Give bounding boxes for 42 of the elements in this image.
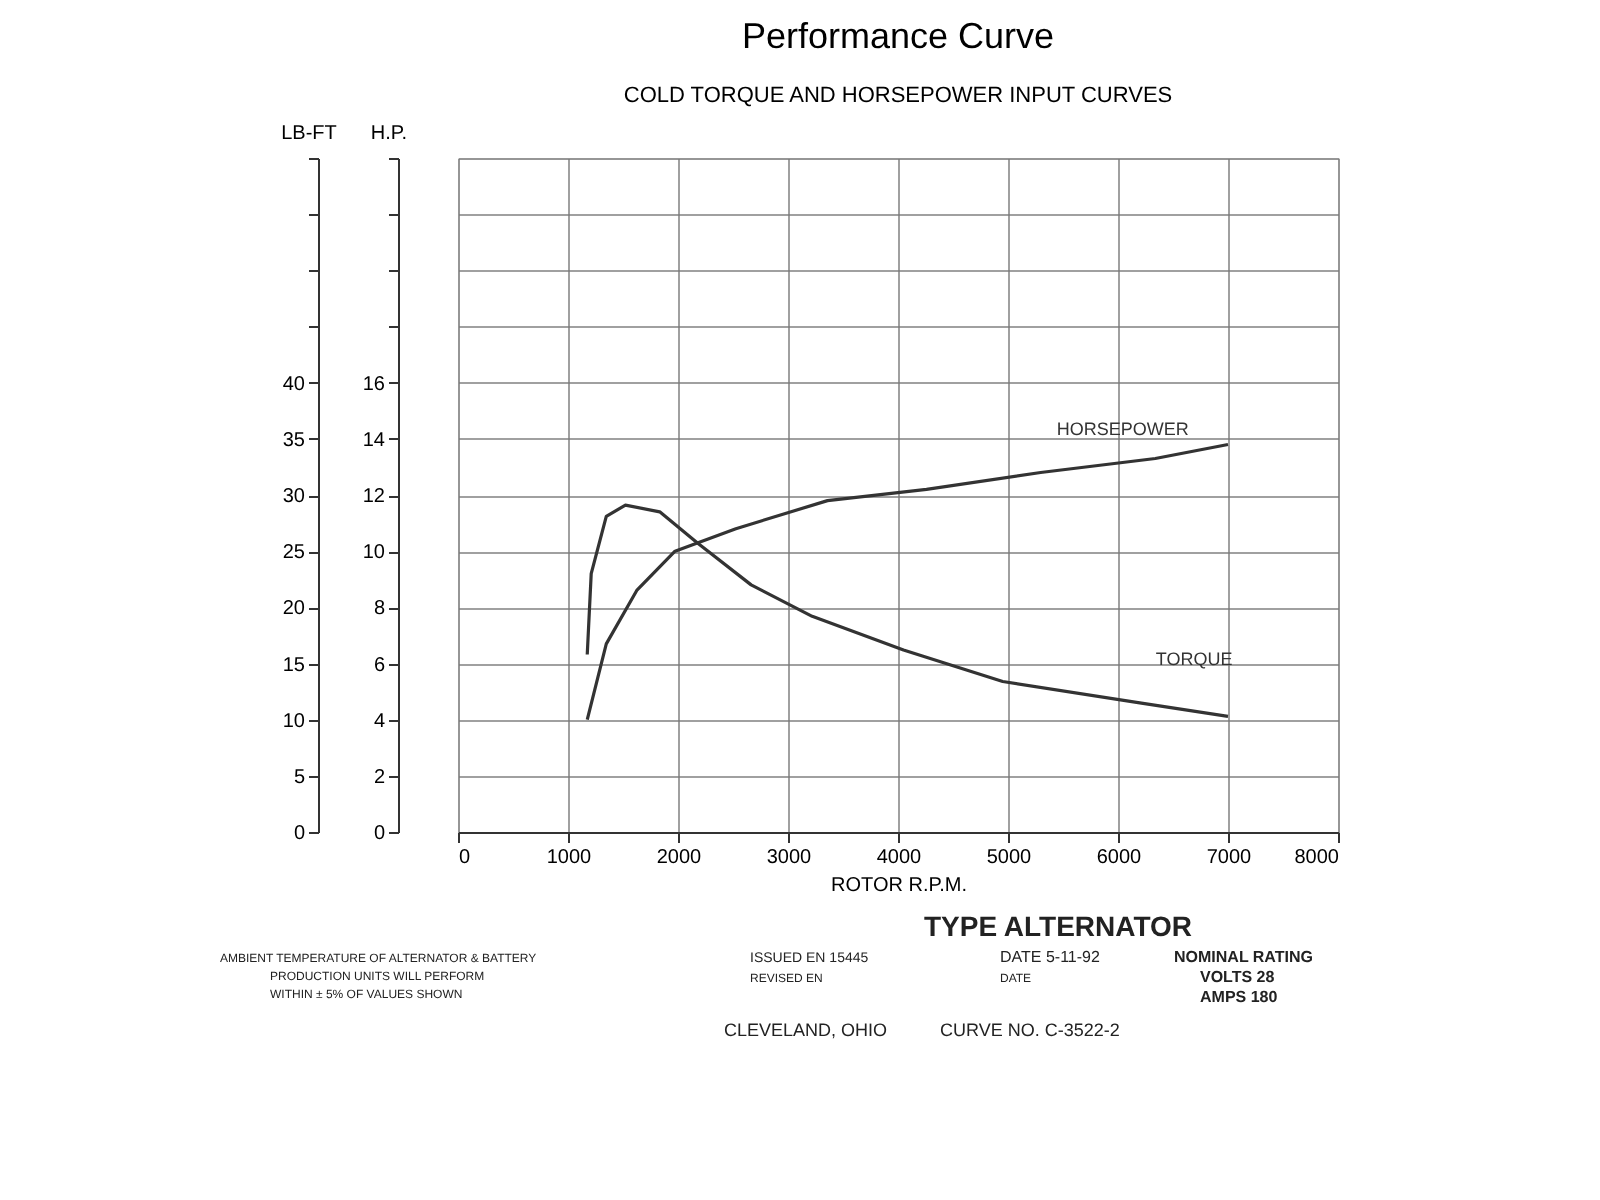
x-tick-label: 6000: [1096, 847, 1143, 869]
y-axis-title: LB-FT: [281, 123, 337, 145]
text: VOLTS 28: [1200, 968, 1276, 986]
y-tick-label: 10: [282, 710, 306, 733]
x-tick-label: 3000: [766, 847, 813, 869]
y-tick-label: 20: [282, 598, 306, 621]
y2-tick-label: 12: [362, 486, 386, 508]
y-tick-label: 35: [282, 429, 306, 452]
x-tick-label: 8000: [1294, 847, 1340, 869]
text: CLEVELAND, OHIO: [724, 1020, 888, 1040]
y2-tick-label: 10: [362, 542, 386, 565]
chart-subtitle: COLD TORQUE AND HORSEPOWER INPUT CURVES: [623, 84, 1173, 108]
y2-tick-label: 6: [373, 654, 386, 677]
y2-tick-label: 8: [373, 598, 386, 621]
y-tick-label: 40: [282, 373, 306, 396]
y2-tick-label: 16: [362, 373, 386, 396]
x-axis-title: ROTOR R.P.M.: [831, 875, 967, 897]
y-tick-label: 25: [282, 542, 306, 565]
x-tick-label: 0: [459, 847, 471, 869]
text: DATE 5-11-92: [1000, 948, 1101, 966]
chart-title: Performance Curve: [741, 16, 1055, 56]
text: CURVE NO. C-3522-2: [940, 1020, 1120, 1040]
y-tick-label: 30: [282, 486, 306, 508]
y2-tick-label: 14: [362, 429, 386, 452]
y2-tick-label: 0: [373, 823, 386, 845]
x-tick-label: 5000: [986, 847, 1033, 869]
text: TORQUE: [1155, 648, 1233, 669]
text: TYPE ALTERNATOR: [923, 910, 1193, 942]
y-tick-label: 15: [282, 654, 306, 677]
y2-tick-label: 2: [373, 766, 386, 789]
x-tick-label: 2000: [656, 847, 703, 869]
text: NOMINAL RATING: [1174, 948, 1313, 966]
y2-axis-title: H.P.: [370, 123, 408, 145]
y-tick-label: 0: [293, 823, 306, 845]
text: AMPS 180: [1200, 988, 1279, 1006]
x-tick-label: 4000: [876, 847, 923, 869]
line-series: [585, 442, 1230, 722]
y-tick-label: 5: [293, 766, 306, 789]
y2-tick-label: 4: [373, 710, 386, 733]
series-label: HORSEPOWER: [1056, 418, 1190, 439]
x-tick-label: 7000: [1206, 847, 1253, 869]
x-tick-label: 1000: [546, 847, 593, 869]
